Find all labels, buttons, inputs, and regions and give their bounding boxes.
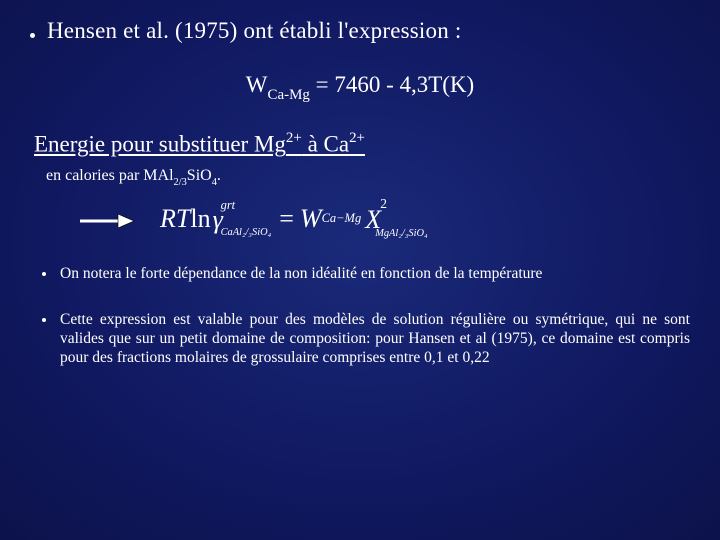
formula-X-sub: MgAl₂/₃SiO₄ (365, 230, 427, 238)
line3-suffix: . (217, 167, 221, 184)
formula-ln: ln (190, 204, 210, 234)
line2-row: Energie pour substituer Mg2+ à Ca2+ (34, 131, 690, 158)
formula-gamma-block: grt γ CaAl₂/₃SiO₄ (213, 201, 272, 238)
line3-mid: SiO (187, 167, 212, 184)
bullet-icon (42, 272, 46, 276)
arrow-icon (78, 212, 134, 230)
line1-text: Hensen et al. (1975) ont établi l'expres… (47, 18, 461, 44)
bullet-icon (30, 33, 35, 38)
formula-X: X (365, 210, 381, 230)
formula-W: W (300, 204, 322, 234)
formula-gamma-sub: CaAl₂/₃SiO₄ (213, 229, 272, 237)
equation-lhs-sub: Ca-Mg (268, 87, 310, 103)
line3-prefix: en calories par MAl (46, 167, 174, 184)
note2-text: Cette expression est valable pour des mo… (60, 310, 690, 368)
equation-rhs: 7460 - 4,3T(K) (334, 72, 474, 97)
line3-sub1: 2/3 (174, 177, 187, 188)
formula-W-sub: Ca−Mg (322, 211, 362, 226)
line3-sub2: 4 (212, 177, 217, 188)
line2-prefix: Energie pour substituer Mg (34, 131, 286, 156)
line2-sup1: 2+ (286, 130, 302, 146)
formula: RT ln grt γ CaAl₂/₃SiO₄ = WCa−Mg 2 X MgA… (160, 199, 428, 238)
formula-row: RT ln grt γ CaAl₂/₃SiO₄ = WCa−Mg 2 X MgA… (78, 199, 690, 238)
equation-eq: = (310, 72, 334, 97)
formula-X-block: 2 X MgAl₂/₃SiO₄ (365, 199, 427, 238)
formula-equals: = (279, 204, 294, 234)
line3-row: en calories par MAl2/3SiO4. (46, 167, 690, 187)
note1-text: On notera le forte dépendance de la non … (60, 264, 542, 283)
note1-row: On notera le forte dépendance de la non … (42, 264, 690, 283)
note2-row: Cette expression est valable pour des mo… (42, 310, 690, 368)
equation-lhs-base: W (246, 72, 268, 97)
formula-RT: RT (160, 204, 190, 234)
line2-sup2: 2+ (349, 130, 365, 146)
line1-row: Hensen et al. (1975) ont établi l'expres… (30, 18, 690, 44)
equation-row: WCa-Mg = 7460 - 4,3T(K) (30, 72, 690, 103)
bullet-icon (42, 318, 46, 322)
line2-mid: à Ca (302, 131, 349, 156)
